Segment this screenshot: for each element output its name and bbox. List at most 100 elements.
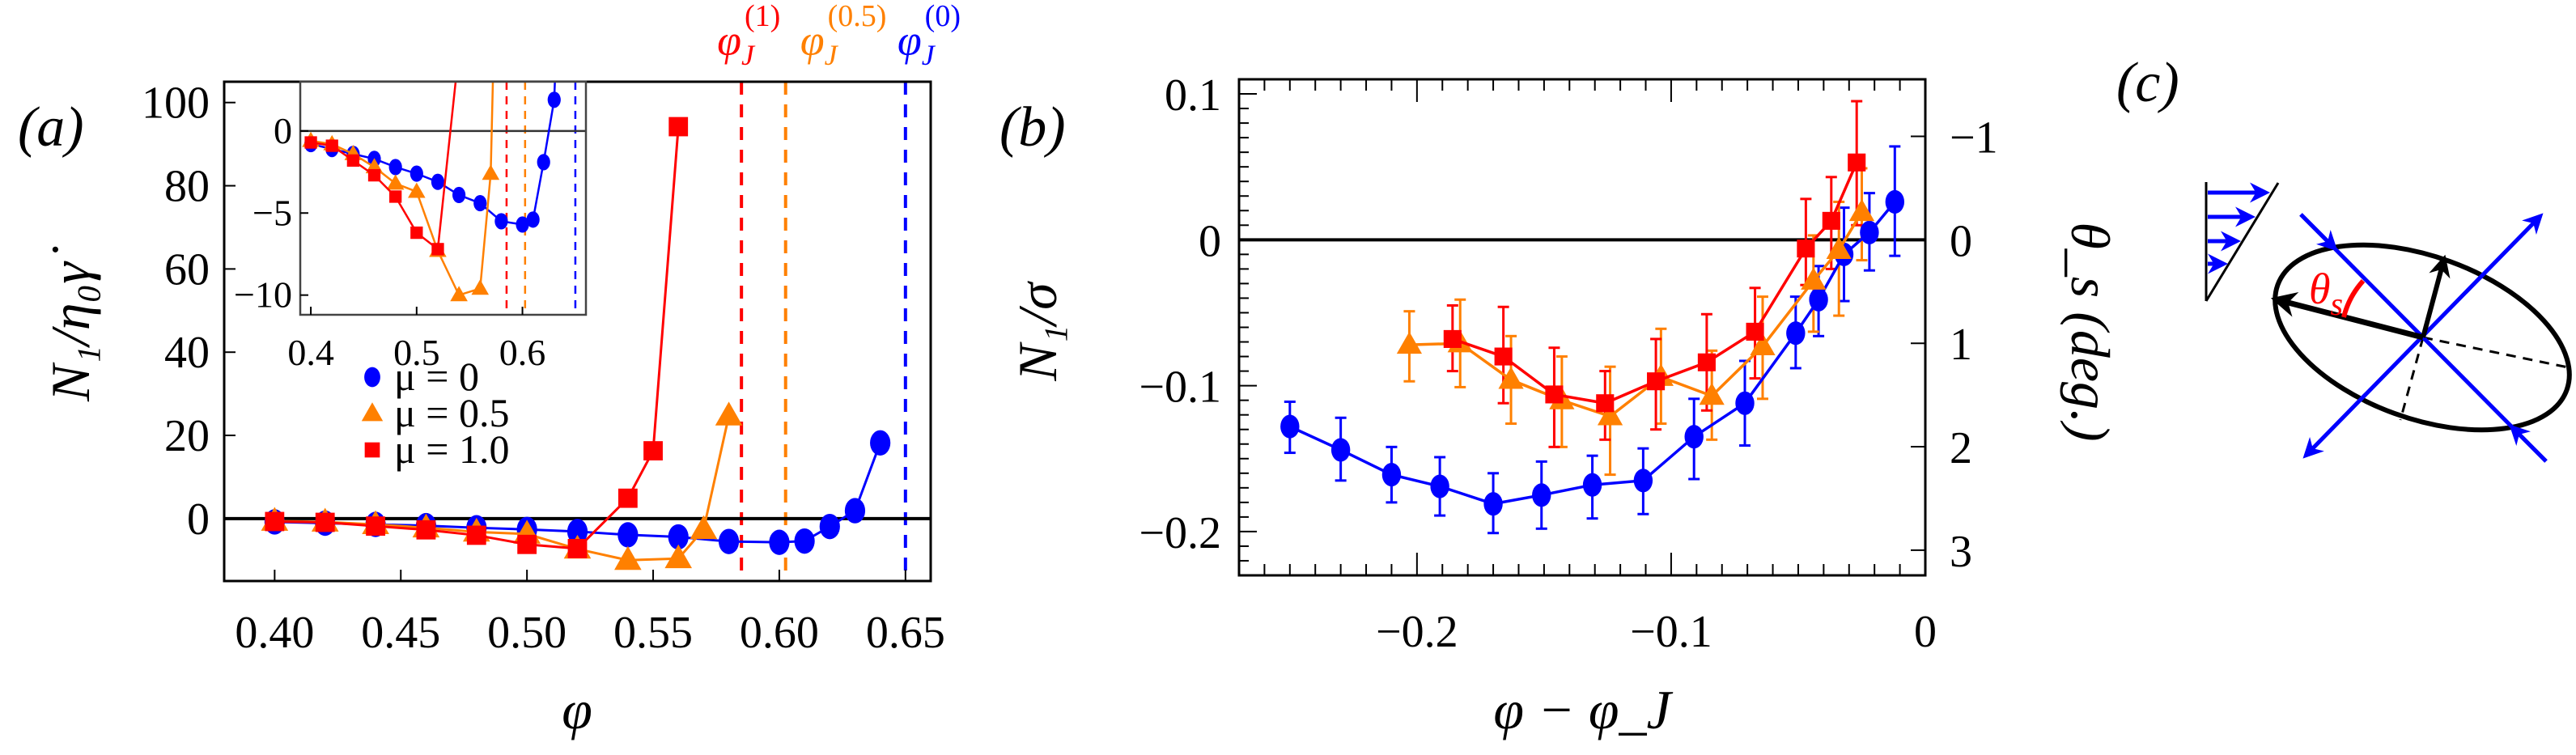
legend-marker xyxy=(364,442,380,458)
right-y-tick-label: 1 xyxy=(1950,320,1972,370)
y-tick-label: 20 xyxy=(164,411,210,461)
data-point xyxy=(1280,414,1300,439)
inset-data-point xyxy=(408,182,426,198)
inset-data-point xyxy=(367,168,381,182)
theta-s-sub: s xyxy=(2331,286,2344,322)
data-point xyxy=(1483,492,1503,516)
data-point xyxy=(1443,329,1462,348)
inset-data-point xyxy=(386,174,405,190)
inset-data-point xyxy=(482,164,500,180)
legend-label: μ = 1.0 xyxy=(394,426,510,472)
data-point xyxy=(1822,211,1840,230)
phi-j-sub: J xyxy=(825,39,839,71)
phi-j-sup: (0) xyxy=(925,0,961,33)
inset-data-point xyxy=(452,186,466,204)
phi-j-base: φ xyxy=(800,16,825,65)
panel-a: (a) φJ(1) φJ(0.5) φJ(0) 0.40 0.45 0.50 0.55 0.… xyxy=(18,0,961,740)
y-tick-label: 0 xyxy=(187,494,210,545)
inset-data-point xyxy=(410,165,423,182)
panel-a-ylabel: N₁/η₀γ̇ xyxy=(40,246,101,402)
series-line xyxy=(274,126,680,550)
inset-series-line xyxy=(310,82,457,252)
inset-axes: 0.4 0.5 0.6 0 −5 −10 xyxy=(234,110,545,373)
y-tick-label: 100 xyxy=(142,78,210,129)
data-point xyxy=(1396,331,1423,354)
inset-y-tick-label: −10 xyxy=(234,274,292,316)
x-tick-label: 0.40 xyxy=(235,608,314,658)
inset-data-point xyxy=(494,213,508,230)
x-tick-label: 0.50 xyxy=(487,608,567,658)
data-point xyxy=(366,516,385,537)
inset-data-point xyxy=(325,139,338,152)
phi-j-labels: φJ(1) φJ(0.5) φJ(0) xyxy=(717,0,961,71)
inset-data-point xyxy=(537,154,550,171)
inset-x-tick-label: 0.5 xyxy=(393,332,440,373)
data-point xyxy=(1596,394,1615,413)
inset-data-point xyxy=(346,154,360,168)
data-point xyxy=(1848,153,1866,172)
inset-data-point xyxy=(473,195,487,212)
inset-series xyxy=(300,82,586,302)
inset-data-point xyxy=(304,136,317,149)
inset-data-point xyxy=(516,216,529,233)
data-point xyxy=(769,529,790,555)
data-point xyxy=(1494,347,1513,366)
inset-x-tick-label: 0.4 xyxy=(287,332,334,373)
data-point xyxy=(1801,267,1827,290)
x-tick-label: −0.2 xyxy=(1376,607,1458,657)
phi-j-base: φ xyxy=(717,16,741,65)
major-axis-dashed xyxy=(2422,336,2573,370)
data-point xyxy=(517,534,537,554)
panel-b-axes: −0.2 −0.1 0 −0.2 −0.1 0 0.1 −1 0 1 2 3 xyxy=(1139,70,1997,657)
series-line xyxy=(1452,162,1858,405)
data-point xyxy=(643,441,663,460)
legend-label: μ = 0 xyxy=(394,354,479,399)
data-point xyxy=(1597,403,1623,426)
data-point xyxy=(1633,469,1653,493)
panel-b-xlabel: φ − φ_J xyxy=(1493,679,1673,740)
panel-b-series xyxy=(1280,100,1905,535)
x-tick-label: 0.60 xyxy=(740,608,819,658)
data-point xyxy=(1848,198,1875,222)
inset-data-point xyxy=(410,226,423,240)
data-point xyxy=(1797,240,1815,258)
legend-marker xyxy=(361,402,384,422)
data-point xyxy=(1809,287,1828,312)
inset-data-point xyxy=(450,286,468,302)
data-point xyxy=(1746,322,1764,341)
phi-j-base: φ xyxy=(898,16,922,65)
data-point xyxy=(1885,189,1905,214)
particle-diagram: θs xyxy=(2270,213,2573,463)
x-tick-label: 0.65 xyxy=(866,608,945,658)
data-point xyxy=(1381,463,1402,487)
y-tick-label: 0.1 xyxy=(1165,70,1221,121)
y-tick-label: −0.1 xyxy=(1139,363,1221,413)
panel-b-label: (b) xyxy=(999,96,1066,159)
phi-j-dashed-lines xyxy=(740,82,907,581)
theta-s-base: θ xyxy=(2309,265,2331,313)
data-point xyxy=(567,538,588,558)
data-point xyxy=(870,430,891,456)
panel-a-xlabel: φ xyxy=(562,679,592,740)
data-point xyxy=(718,528,740,554)
inset-x-tick-label: 0.6 xyxy=(499,332,546,373)
data-point xyxy=(1699,382,1725,405)
panel-a-series xyxy=(261,117,891,570)
theta-s-angle-arc xyxy=(2341,278,2366,318)
data-point xyxy=(617,522,639,548)
phi-j-label: φJ (0.5) xyxy=(800,0,887,71)
legend-label: μ = 0.5 xyxy=(394,390,510,435)
data-point xyxy=(265,511,285,532)
normal-arrow-icon xyxy=(2421,254,2451,338)
data-point xyxy=(1697,353,1716,371)
data-point xyxy=(1786,321,1806,346)
panel-a-label: (a) xyxy=(18,96,84,159)
phi-j-sub: J xyxy=(922,39,936,71)
inset-y-tick-label: −5 xyxy=(253,192,292,233)
data-point xyxy=(567,519,588,545)
phi-j-sup: (1) xyxy=(745,0,780,33)
data-point xyxy=(416,520,436,540)
data-point xyxy=(1532,483,1551,507)
